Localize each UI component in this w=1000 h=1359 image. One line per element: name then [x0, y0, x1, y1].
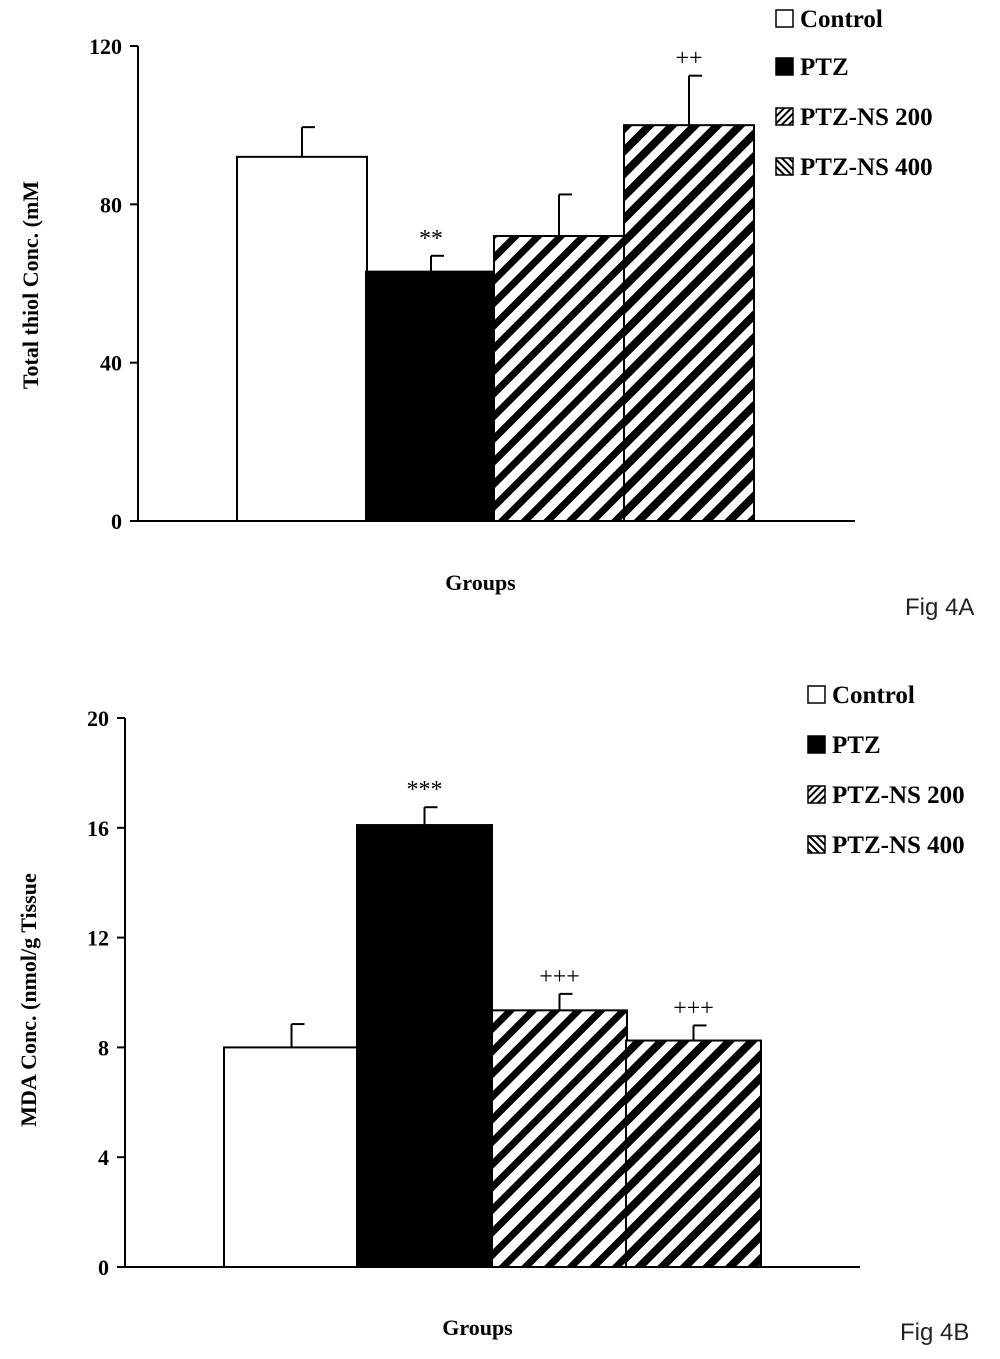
- significance-label: ***: [407, 777, 443, 803]
- figure-label: Fig 4B: [900, 1319, 969, 1346]
- y-tick-label: 0: [111, 509, 122, 534]
- legend-swatch-ptz-ns-400: [807, 835, 826, 854]
- significance-label: **: [419, 226, 443, 252]
- legend-swatch-ptz-ns-200: [807, 785, 826, 804]
- y-tick-label: 12: [87, 926, 109, 951]
- y-tick-label: 0: [98, 1255, 109, 1280]
- legend-swatch-control: [775, 9, 794, 28]
- bar-control: [236, 155, 368, 522]
- y-tick-label: 8: [98, 1035, 109, 1060]
- y-axis-label: MDA Conc. (nmol/g Tissue: [16, 873, 41, 1127]
- bar-ptz-ns-400: [625, 1039, 762, 1268]
- legend-swatch-control: [807, 685, 826, 704]
- chart-4a: ** ++ 0 40 80 120 Total thiol Conc. (mM Groups C…: [18, 6, 974, 621]
- legend-label-ptz-ns-200: PTZ-NS 200: [832, 782, 965, 809]
- chart-4b: *** +++ +++ 0 4 8 12 16 20 MDA Conc. (nmol/g Tiss…: [16, 682, 969, 1346]
- legend-swatch-ptz: [775, 57, 794, 76]
- x-axis-label: Groups: [445, 570, 516, 595]
- bar-ptz: [356, 824, 493, 1268]
- y-tick-label: 4: [98, 1145, 109, 1170]
- y-tick-label: 80: [100, 192, 122, 217]
- x-axis-label: Groups: [442, 1315, 513, 1340]
- y-tick-label: 20: [87, 706, 109, 731]
- legend-swatch-ptz: [807, 735, 826, 754]
- legend-label-control: Control: [800, 6, 883, 33]
- legend-label-ptz: PTZ: [832, 732, 881, 759]
- legend-label-ptz: PTZ: [800, 54, 849, 81]
- bar-ptz-ns-400: [623, 124, 755, 523]
- significance-label: +++: [673, 995, 714, 1021]
- bar-control: [223, 1046, 360, 1269]
- y-tick-label: 16: [87, 816, 109, 841]
- bar-ptz-ns-200: [493, 235, 625, 522]
- legend-label-ptz-ns-400: PTZ-NS 400: [832, 832, 965, 859]
- significance-label: ++: [675, 46, 702, 72]
- significance-label: +++: [539, 964, 580, 990]
- y-axis-label: Total thiol Conc. (mM: [18, 181, 43, 389]
- bar-ptz: [365, 270, 497, 522]
- y-tick-label: 40: [100, 351, 122, 376]
- legend-label-ptz-ns-400: PTZ-NS 400: [800, 154, 933, 181]
- y-tick-label: 120: [89, 34, 122, 59]
- figure-label: Fig 4A: [905, 594, 974, 621]
- legend-swatch-ptz-ns-200: [775, 107, 794, 126]
- legend-swatch-ptz-ns-400: [775, 157, 794, 176]
- bar-ptz-ns-200: [491, 1009, 628, 1269]
- legend-label-ptz-ns-200: PTZ-NS 200: [800, 104, 933, 131]
- legend-label-control: Control: [832, 682, 915, 709]
